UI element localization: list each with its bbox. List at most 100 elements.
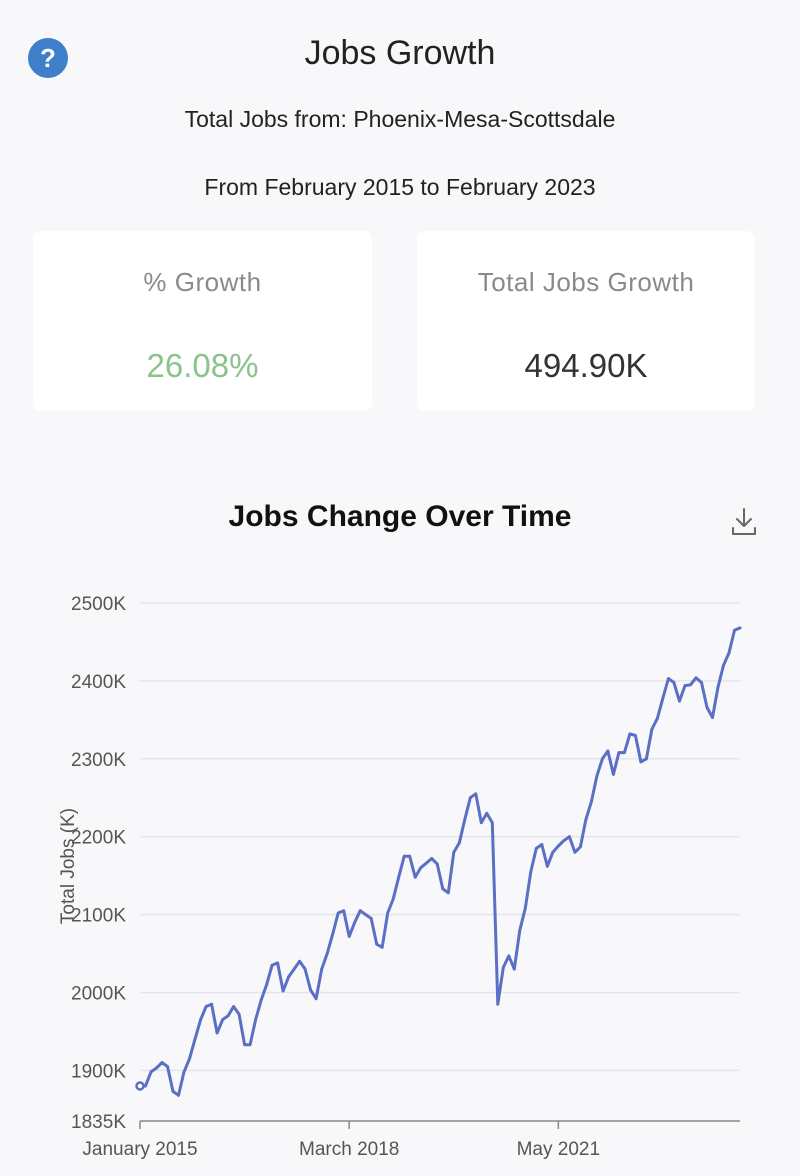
data-point	[193, 1037, 197, 1041]
data-point	[237, 1012, 241, 1016]
data-point	[391, 897, 395, 901]
y-tick-label: 1900K	[71, 1061, 126, 1082]
data-point	[474, 792, 478, 796]
data-point	[402, 854, 406, 858]
data-point	[144, 1084, 147, 1088]
data-point	[331, 932, 335, 936]
data-point	[562, 839, 566, 842]
data-point	[298, 959, 302, 963]
data-point	[556, 844, 560, 848]
data-point	[177, 1093, 180, 1097]
data-point	[584, 818, 588, 821]
data-point	[485, 811, 489, 815]
data-point	[336, 911, 340, 915]
page-title: Jobs Growth	[304, 34, 496, 72]
data-point	[529, 870, 533, 874]
data-point	[672, 681, 676, 684]
data-point	[314, 997, 318, 1001]
data-point	[254, 1018, 257, 1022]
data-point	[325, 952, 329, 955]
data-point	[523, 906, 527, 910]
data-point	[507, 954, 511, 958]
y-tick-label: 2200K	[71, 828, 126, 849]
data-point	[380, 945, 384, 949]
data-point	[309, 988, 313, 992]
data-point	[496, 1002, 500, 1006]
data-point	[606, 749, 610, 753]
data-point	[711, 716, 714, 719]
y-tick-label: 2000K	[71, 983, 126, 1004]
data-point	[512, 967, 516, 971]
growth-percent-card: % Growth 26.08%	[33, 231, 372, 411]
data-point	[716, 685, 720, 689]
data-point	[727, 651, 731, 655]
data-point	[700, 681, 703, 684]
data-point	[667, 677, 670, 680]
data-point	[678, 699, 681, 703]
help-button[interactable]: ?	[28, 38, 68, 78]
data-point	[468, 796, 472, 800]
data-point	[435, 862, 439, 866]
x-tick-label: May 2021	[517, 1139, 600, 1160]
data-point	[623, 751, 626, 754]
data-point	[634, 734, 637, 737]
data-point	[166, 1065, 169, 1068]
y-axis-label: Total Jobs (K)	[58, 808, 79, 924]
data-point	[188, 1057, 191, 1061]
data-point	[424, 861, 428, 865]
data-point	[270, 963, 274, 967]
data-point	[155, 1066, 158, 1070]
data-point	[452, 850, 456, 854]
data-point	[210, 1002, 213, 1006]
data-point	[199, 1018, 202, 1022]
data-point	[441, 887, 445, 891]
data-point	[589, 800, 593, 804]
data-point	[397, 875, 401, 879]
data-point	[738, 626, 742, 630]
data-point	[551, 850, 555, 854]
data-point	[490, 821, 494, 825]
data-point	[578, 845, 582, 849]
data-point	[369, 917, 373, 920]
data-point	[479, 821, 483, 825]
data-point	[650, 727, 654, 731]
growth-percent-value: 26.08%	[146, 347, 259, 384]
data-point	[661, 696, 665, 700]
data-point	[705, 705, 709, 709]
data-point	[457, 841, 461, 845]
data-point	[656, 716, 659, 720]
data-point	[364, 913, 368, 916]
date-range-subtitle: From February 2015 to February 2023	[204, 174, 596, 200]
data-point	[320, 967, 324, 971]
data-point	[694, 676, 698, 680]
data-point	[639, 760, 643, 764]
data-point	[518, 928, 522, 932]
data-point	[545, 864, 549, 868]
y-tick-label: 1835K	[71, 1112, 126, 1133]
series-line	[138, 626, 742, 1097]
data-point	[171, 1090, 175, 1093]
jobs-line-chart: 1835K 1900K 2000K 2100K 2200K 2300K 2400K 2500K…	[58, 594, 742, 1160]
growth-percent-label: % Growth	[143, 267, 262, 297]
data-point	[265, 983, 269, 987]
data-point	[243, 1043, 246, 1047]
download-icon	[732, 508, 756, 535]
y-tick-label: 2400K	[71, 672, 126, 693]
data-point	[628, 732, 632, 736]
region-subtitle: Total Jobs from: Phoenix-Mesa-Scottsdale	[184, 106, 616, 132]
data-point	[248, 1043, 252, 1047]
data-point	[611, 772, 615, 776]
data-point	[573, 850, 577, 854]
data-point	[617, 751, 621, 754]
data-point	[375, 942, 379, 946]
data-point	[276, 961, 280, 965]
data-point	[413, 875, 417, 879]
data-point	[226, 1014, 230, 1018]
data-point	[287, 975, 291, 979]
total-jobs-growth-card: Total Jobs Growth 494.90K	[417, 231, 755, 411]
download-button[interactable]	[726, 504, 762, 540]
data-point	[303, 967, 307, 971]
data-point	[408, 854, 412, 858]
data-point	[160, 1061, 164, 1064]
y-tick-label: 2300K	[71, 750, 126, 771]
